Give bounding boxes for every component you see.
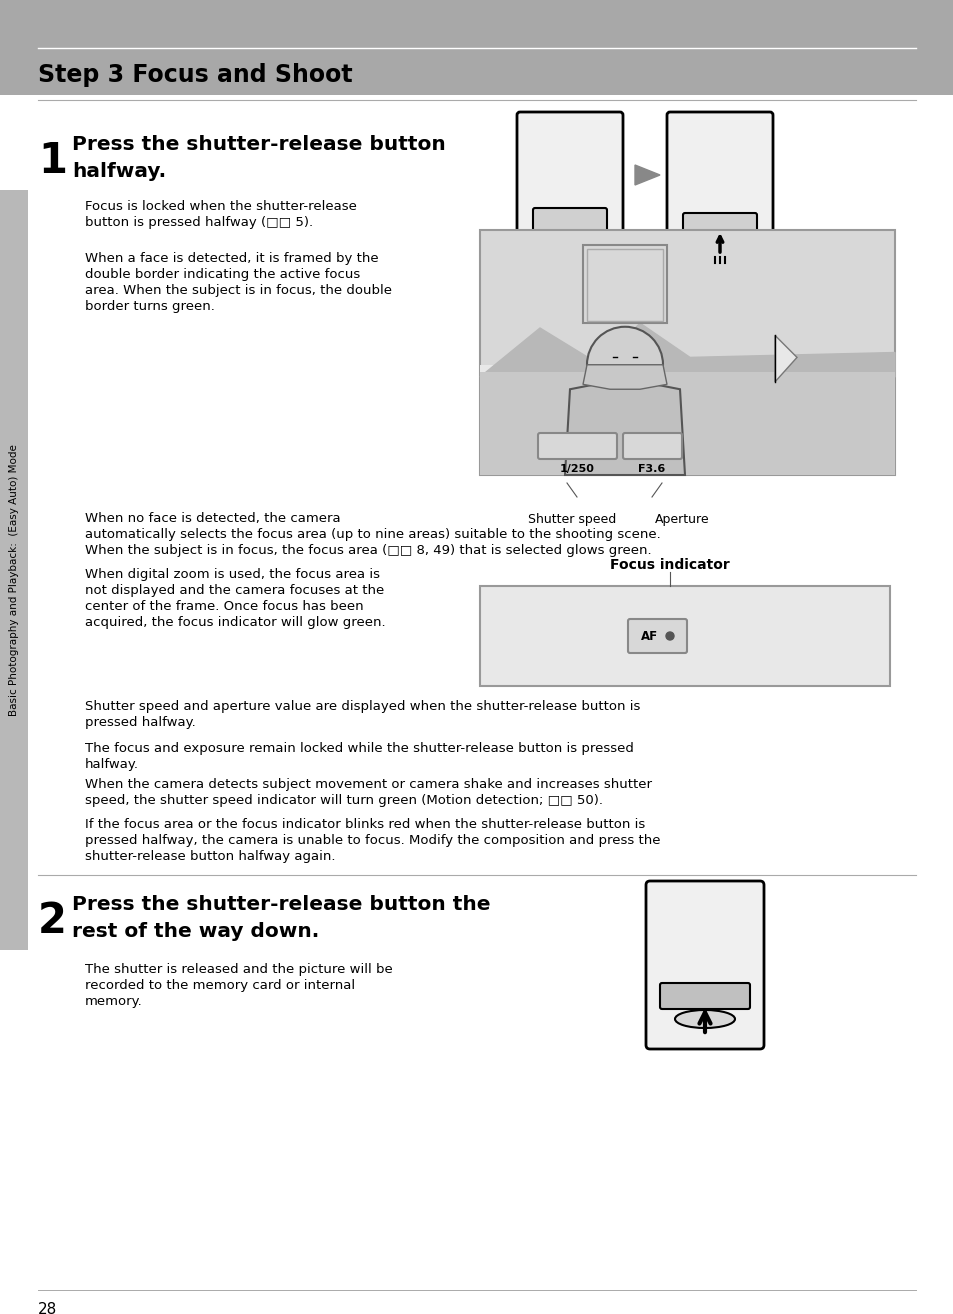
Text: Basic Photography and Playback:  (Easy Auto) Mode: Basic Photography and Playback: (Easy Au…: [9, 444, 19, 716]
Bar: [0, 191, 28, 950]
Ellipse shape: [544, 237, 595, 258]
Bar: [479, 372, 894, 474]
Text: AF: AF: [640, 629, 658, 643]
Text: Aperture: Aperture: [654, 512, 709, 526]
Text: When the camera detects subject movement or camera shake and increases shutter: When the camera detects subject movement…: [85, 778, 651, 791]
Text: 28: 28: [38, 1302, 57, 1314]
FancyBboxPatch shape: [659, 983, 749, 1009]
Text: The focus and exposure remain locked while the shutter-release button is pressed: The focus and exposure remain locked whi…: [85, 742, 633, 756]
Circle shape: [586, 327, 662, 403]
Bar: [586, 248, 662, 321]
Text: speed, the shutter speed indicator will turn green (Motion detection; □□ 50).: speed, the shutter speed indicator will …: [85, 794, 602, 807]
Text: Press the shutter-release button the: Press the shutter-release button the: [71, 895, 490, 915]
Bar: [479, 230, 894, 474]
Text: Focus indicator: Focus indicator: [610, 558, 729, 572]
Text: When no face is detected, the camera: When no face is detected, the camera: [85, 512, 340, 526]
Text: border turns green.: border turns green.: [85, 300, 214, 313]
Text: If the focus area or the focus indicator blinks red when the shutter-release but: If the focus area or the focus indicator…: [85, 819, 644, 830]
Text: acquired, the focus indicator will glow green.: acquired, the focus indicator will glow …: [85, 616, 385, 629]
Bar: [519, 116, 619, 265]
Text: double border indicating the active focus: double border indicating the active focu…: [85, 268, 360, 281]
Text: Press the shutter-release button: Press the shutter-release button: [71, 135, 445, 154]
Bar: [0, 0, 953, 95]
Text: Focus is locked when the shutter-release: Focus is locked when the shutter-release: [85, 200, 356, 213]
Text: 1/250: 1/250: [559, 464, 594, 474]
Text: not displayed and the camera focuses at the: not displayed and the camera focuses at …: [85, 583, 384, 597]
Bar: [479, 365, 894, 474]
Text: 1: 1: [38, 141, 67, 183]
FancyBboxPatch shape: [627, 619, 686, 653]
Text: automatically selects the focus area (up to nine areas) suitable to the shooting: automatically selects the focus area (up…: [85, 528, 660, 541]
Ellipse shape: [695, 237, 744, 254]
Text: area. When the subject is in focus, the double: area. When the subject is in focus, the …: [85, 284, 392, 297]
Text: Shutter speed and aperture value are displayed when the shutter-release button i: Shutter speed and aperture value are dis…: [85, 700, 639, 714]
Text: rest of the way down.: rest of the way down.: [71, 922, 319, 941]
Circle shape: [665, 632, 673, 640]
Bar: [582, 246, 666, 323]
FancyBboxPatch shape: [537, 434, 617, 459]
Text: Step 3 Focus and Shoot: Step 3 Focus and Shoot: [38, 63, 353, 87]
Text: shutter-release button halfway again.: shutter-release button halfway again.: [85, 850, 335, 863]
FancyBboxPatch shape: [682, 213, 757, 237]
FancyBboxPatch shape: [645, 880, 763, 1049]
Ellipse shape: [675, 1010, 734, 1028]
Text: When a face is detected, it is framed by the: When a face is detected, it is framed by…: [85, 252, 378, 265]
Text: F3.6: F3.6: [638, 464, 665, 474]
Text: halfway.: halfway.: [85, 758, 139, 771]
Text: button is pressed halfway (□□ 5).: button is pressed halfway (□□ 5).: [85, 215, 313, 229]
Text: pressed halfway.: pressed halfway.: [85, 716, 195, 729]
Text: 2: 2: [38, 900, 67, 942]
Text: recorded to the memory card or internal: recorded to the memory card or internal: [85, 979, 355, 992]
FancyBboxPatch shape: [622, 434, 681, 459]
Text: When digital zoom is used, the focus area is: When digital zoom is used, the focus are…: [85, 568, 379, 581]
Text: center of the frame. Once focus has been: center of the frame. Once focus has been: [85, 600, 363, 614]
Polygon shape: [635, 166, 659, 185]
Text: The shutter is released and the picture will be: The shutter is released and the picture …: [85, 963, 393, 976]
Text: When the subject is in focus, the focus area (□□ 8, 49) that is selected glows g: When the subject is in focus, the focus …: [85, 544, 651, 557]
FancyBboxPatch shape: [533, 208, 606, 237]
FancyBboxPatch shape: [517, 112, 622, 268]
Text: memory.: memory.: [85, 995, 143, 1008]
Polygon shape: [582, 365, 666, 389]
Polygon shape: [564, 385, 684, 474]
Text: pressed halfway, the camera is unable to focus. Modify the composition and press: pressed halfway, the camera is unable to…: [85, 834, 659, 848]
Bar: [479, 586, 889, 686]
Text: halfway.: halfway.: [71, 162, 166, 181]
FancyBboxPatch shape: [666, 112, 772, 268]
Text: Shutter speed: Shutter speed: [527, 512, 616, 526]
Polygon shape: [479, 323, 894, 377]
Polygon shape: [774, 335, 796, 382]
